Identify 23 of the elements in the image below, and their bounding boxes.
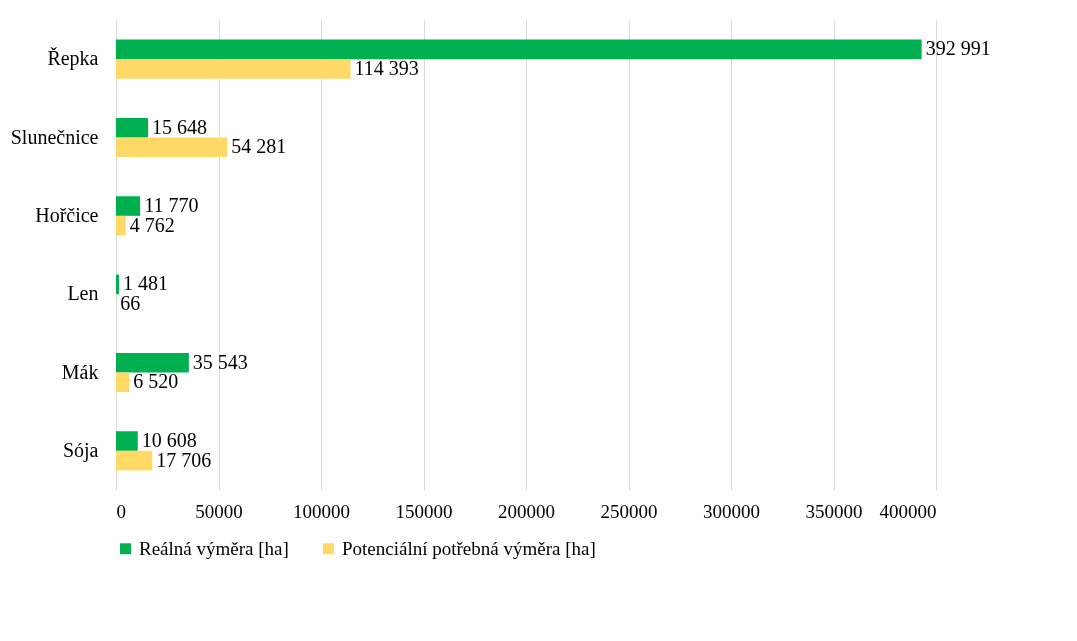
y-tick-label: Řepka [47,47,99,71]
x-tick-label: 150000 [395,500,453,522]
data-label: 392 991 [925,37,991,60]
x-tick-label: 200000 [498,500,555,522]
x-tick-label: 100000 [293,500,350,522]
x-tick-label: 250000 [600,500,658,522]
x-tick-label: 350000 [805,500,863,522]
y-tick-label: Hořčice [35,203,99,226]
legend-label: Potenciální potřebná výměra [ha] [342,537,596,559]
y-tick-label: Len [67,282,99,305]
legend-label: Reálná výměra [ha] [139,537,289,559]
y-tick-label: Mák [61,360,99,383]
data-label: 114 393 [354,56,419,79]
x-tick-label: 300000 [703,500,760,522]
data-label: 15 648 [152,115,208,138]
data-label: 35 543 [192,350,248,373]
x-tick-label: 50000 [195,500,243,522]
data-label: 6 520 [133,370,179,393]
x-tick-label: 400000 [879,500,937,522]
y-tick-label: Slunečnice [10,125,99,148]
y-tick-label: Sója [62,438,99,462]
data-label: 54 281 [231,135,287,158]
x-tick-label: 0 [116,500,126,522]
